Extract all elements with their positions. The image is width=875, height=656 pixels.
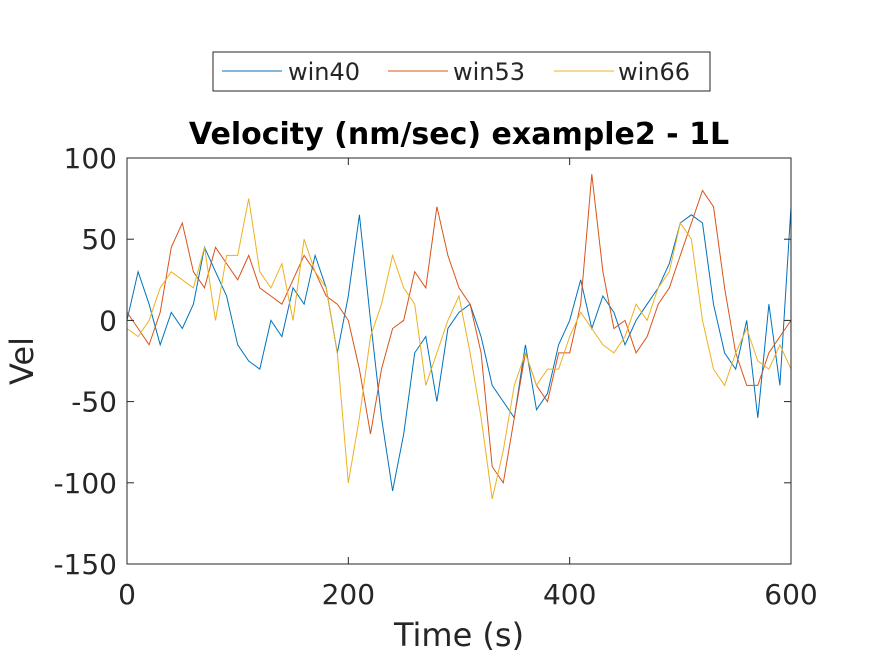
y-tick-label: -50	[71, 386, 117, 419]
axes-box	[126, 157, 792, 565]
x-axis-label: Time (s)	[393, 616, 524, 654]
y-axis: 100 50 0 -50 -100 -150	[53, 142, 791, 581]
y-axis-label: Vel	[3, 337, 41, 385]
series-line-win53	[126, 174, 792, 485]
x-tick-label: 400	[543, 578, 596, 611]
y-tick-label: 100	[64, 142, 117, 175]
x-tick-label: 600	[764, 578, 817, 611]
y-tick-label: 50	[81, 223, 117, 256]
y-tick-label: 0	[99, 304, 117, 337]
y-tick-label: -150	[53, 548, 117, 581]
x-tick-label: 200	[322, 578, 375, 611]
plot-area	[127, 158, 791, 564]
legend-label-win53: win53	[453, 58, 525, 86]
x-axis: 0 200 400 600	[118, 158, 818, 611]
legend-label-win66: win66	[618, 58, 690, 86]
x-tick-label: 0	[118, 578, 136, 611]
legend-label-win40: win40	[288, 58, 360, 86]
legend: win40 win53 win66	[212, 51, 711, 92]
series-lines	[126, 174, 792, 500]
series-line-win66	[126, 198, 792, 500]
y-tick-label: -100	[53, 467, 117, 500]
legend-box	[212, 51, 711, 92]
chart-title: Velocity (nm/sec) example2 - 1L	[189, 117, 729, 152]
